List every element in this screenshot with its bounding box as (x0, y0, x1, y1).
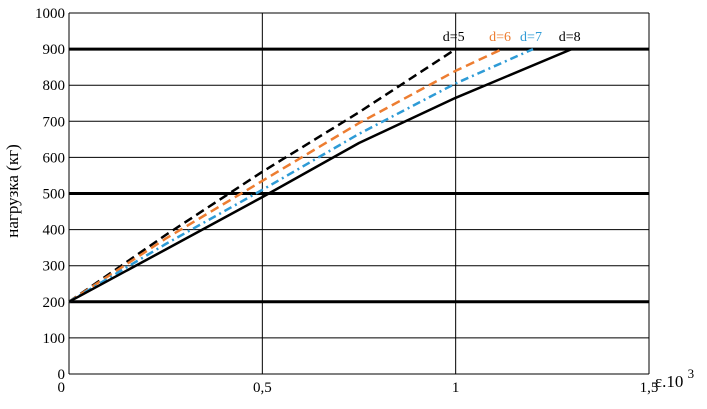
series-line-d=8 (68, 47, 573, 303)
y-tick-label: 200 (43, 295, 66, 311)
y-tick-label: 500 (43, 187, 66, 203)
x-axis-label: ε.10 3 (655, 366, 694, 391)
series-label: d=6 (489, 30, 511, 45)
series-line-d=5 (68, 48, 457, 303)
y-tick-label: 1000 (35, 6, 65, 22)
tick-labels: 0 100 200 300 400 500 600 700 800 900 1000 0 0,5 1 1,5 (35, 6, 658, 396)
y-tick-label: 900 (43, 42, 66, 58)
x-tick-label: 1 (452, 380, 460, 396)
x-axis-label-exponent: 3 (688, 366, 695, 381)
series-label: d=8 (559, 30, 581, 45)
y-tick-label: 0 (58, 367, 66, 383)
series-label: d=7 (520, 30, 542, 45)
x-tick-label: 1,5 (640, 380, 659, 396)
y-tick-label: 800 (43, 78, 66, 94)
grid (68, 12, 650, 375)
x-tick-label: 0,5 (253, 380, 272, 396)
series-label: d=5 (443, 30, 465, 45)
x-tick-label: 0 (58, 380, 66, 396)
y-tick-label: 400 (43, 223, 66, 239)
y-tick-label: 600 (43, 150, 66, 166)
series-labels: d=5 d=6 d=7 d=8 (443, 30, 581, 45)
y-tick-label: 100 (43, 331, 66, 347)
series-line-d=7 (68, 47, 534, 303)
y-tick-label: 700 (43, 114, 66, 130)
x-axis-label-base: ε.10 (655, 372, 683, 391)
series-lines (68, 47, 573, 303)
series-line-d=6 (68, 47, 503, 303)
y-axis-label: нагрузка (кг) (3, 144, 22, 237)
y-tick-label: 300 (43, 259, 66, 275)
